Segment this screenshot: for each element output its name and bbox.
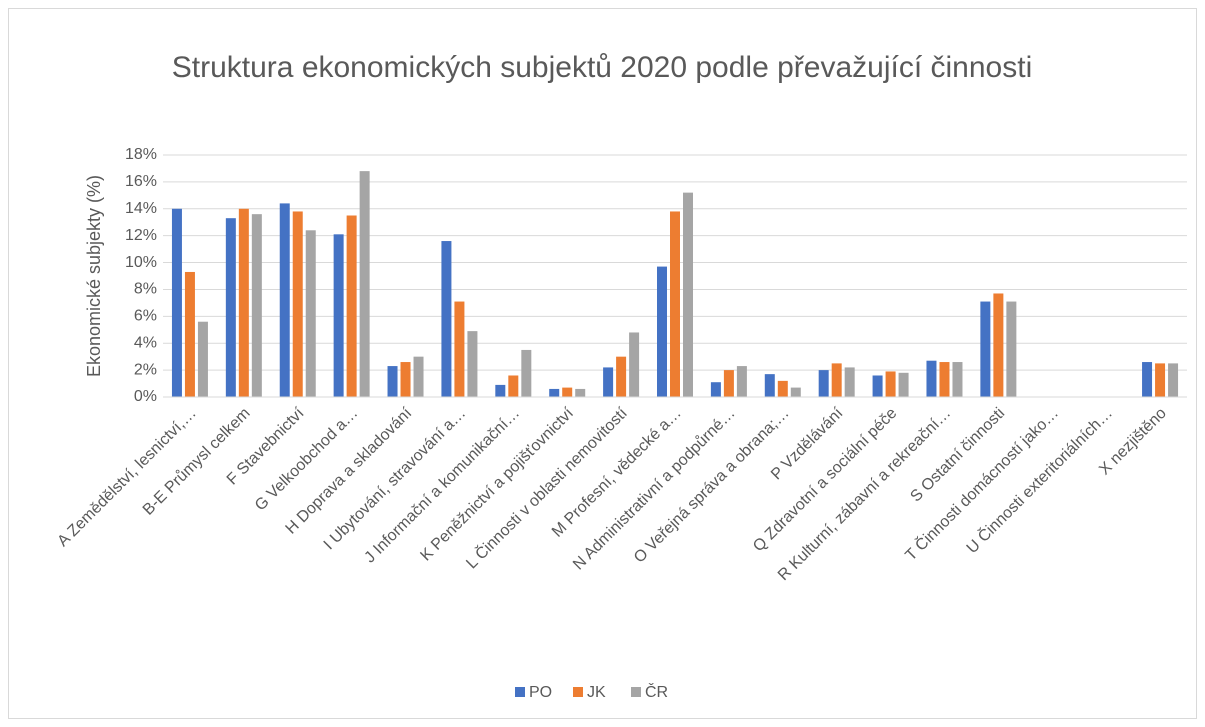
bar xyxy=(441,241,452,397)
bar xyxy=(562,387,573,397)
bar xyxy=(723,370,734,397)
bar xyxy=(818,370,829,397)
bar xyxy=(670,211,680,397)
bar xyxy=(292,211,303,397)
bar xyxy=(225,218,236,397)
y-axis-label: Ekonomické subjekty (%) xyxy=(84,175,104,377)
bar xyxy=(1006,301,1017,397)
legend-label: PO xyxy=(529,684,552,701)
legend-swatch xyxy=(515,687,525,697)
bar xyxy=(575,388,586,397)
bar xyxy=(872,375,883,397)
legend-swatch xyxy=(573,687,583,697)
bar xyxy=(629,332,640,397)
bar xyxy=(777,380,788,397)
y-tick-label: 4% xyxy=(134,334,157,351)
y-tick-label: 2% xyxy=(134,361,157,378)
y-tick-label: 18% xyxy=(125,146,157,163)
y-tick-label: 14% xyxy=(125,200,157,217)
bar xyxy=(400,362,411,397)
bar xyxy=(898,372,909,397)
bar xyxy=(238,208,249,397)
bar xyxy=(508,375,519,397)
bar xyxy=(346,215,357,397)
bar xyxy=(521,349,532,397)
bar xyxy=(831,363,842,397)
legend-label: ČR xyxy=(645,682,668,701)
y-tick-label: 6% xyxy=(134,308,157,325)
bar xyxy=(980,301,991,397)
y-tick-label: 16% xyxy=(125,173,157,190)
bar xyxy=(359,171,370,397)
bar xyxy=(197,321,208,397)
bar xyxy=(413,356,424,397)
bar xyxy=(305,230,316,397)
legend-label: JK xyxy=(587,684,606,701)
bar xyxy=(495,384,506,397)
y-tick-label: 12% xyxy=(125,227,157,244)
bar xyxy=(993,293,1004,397)
bar xyxy=(939,362,950,397)
bar xyxy=(454,301,465,397)
y-tick-label: 10% xyxy=(125,254,157,271)
bar xyxy=(1168,363,1179,397)
bar xyxy=(710,382,721,397)
bar xyxy=(279,203,290,397)
bar xyxy=(251,214,262,397)
chart-title: Struktura ekonomických subjektů 2020 pod… xyxy=(171,51,1033,84)
y-tick-label: 8% xyxy=(134,281,157,298)
bar xyxy=(1142,362,1153,397)
bar xyxy=(171,208,182,397)
bar xyxy=(616,356,627,397)
bar xyxy=(844,367,855,397)
bar xyxy=(885,371,896,397)
bar xyxy=(333,234,344,397)
bar xyxy=(790,387,801,397)
legend-swatch xyxy=(631,687,641,697)
bar xyxy=(657,266,667,397)
bar xyxy=(683,192,693,397)
bar xyxy=(926,360,937,397)
bar xyxy=(603,367,614,397)
bar xyxy=(467,331,478,397)
bar xyxy=(1155,363,1166,397)
bar xyxy=(549,388,560,397)
y-tick-label: 0% xyxy=(134,388,157,405)
bar xyxy=(736,366,747,397)
bar xyxy=(184,271,195,397)
bar xyxy=(952,362,963,397)
bar xyxy=(387,366,398,397)
bar xyxy=(764,374,775,397)
